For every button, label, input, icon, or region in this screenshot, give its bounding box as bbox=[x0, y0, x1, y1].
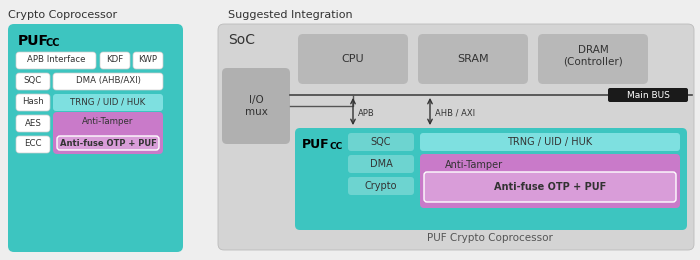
Text: DMA (AHB/AXI): DMA (AHB/AXI) bbox=[76, 76, 141, 86]
FancyBboxPatch shape bbox=[53, 112, 163, 154]
FancyBboxPatch shape bbox=[222, 68, 290, 144]
Text: PUF: PUF bbox=[18, 34, 49, 48]
Text: PUF Crypto Coprocessor: PUF Crypto Coprocessor bbox=[427, 233, 553, 243]
Text: CC: CC bbox=[330, 142, 343, 151]
Text: Crypto: Crypto bbox=[365, 181, 398, 191]
Text: SoC: SoC bbox=[228, 33, 255, 47]
FancyBboxPatch shape bbox=[16, 52, 96, 69]
Text: Anti-Tamper: Anti-Tamper bbox=[83, 116, 134, 126]
Text: TRNG / UID / HUK: TRNG / UID / HUK bbox=[71, 98, 146, 107]
FancyBboxPatch shape bbox=[53, 94, 163, 111]
FancyBboxPatch shape bbox=[57, 136, 159, 150]
FancyBboxPatch shape bbox=[348, 155, 414, 173]
FancyBboxPatch shape bbox=[348, 177, 414, 195]
Text: Anti-Tamper: Anti-Tamper bbox=[445, 160, 503, 170]
Text: AHB / AXI: AHB / AXI bbox=[435, 108, 475, 118]
Text: CPU: CPU bbox=[342, 54, 364, 64]
FancyBboxPatch shape bbox=[100, 52, 130, 69]
FancyBboxPatch shape bbox=[295, 128, 687, 230]
FancyBboxPatch shape bbox=[420, 133, 680, 151]
FancyBboxPatch shape bbox=[53, 73, 163, 90]
Text: APB: APB bbox=[358, 108, 374, 118]
Text: Hash: Hash bbox=[22, 98, 44, 107]
Text: AES: AES bbox=[25, 119, 41, 127]
Text: DRAM
(Controller): DRAM (Controller) bbox=[563, 45, 623, 67]
FancyBboxPatch shape bbox=[608, 88, 688, 102]
FancyBboxPatch shape bbox=[348, 133, 414, 151]
Text: DMA: DMA bbox=[370, 159, 393, 169]
Text: Crypto Coprocessor: Crypto Coprocessor bbox=[8, 10, 117, 20]
FancyBboxPatch shape bbox=[16, 115, 50, 132]
Text: SRAM: SRAM bbox=[457, 54, 489, 64]
FancyBboxPatch shape bbox=[16, 73, 50, 90]
FancyBboxPatch shape bbox=[133, 52, 163, 69]
FancyBboxPatch shape bbox=[8, 24, 183, 252]
Text: I/O
mux: I/O mux bbox=[244, 95, 267, 117]
FancyBboxPatch shape bbox=[420, 154, 680, 208]
FancyBboxPatch shape bbox=[218, 24, 694, 250]
Text: CC: CC bbox=[46, 38, 60, 48]
FancyBboxPatch shape bbox=[538, 34, 648, 84]
Text: TRNG / UID / HUK: TRNG / UID / HUK bbox=[508, 137, 593, 147]
Text: Anti-fuse OTP + PUF: Anti-fuse OTP + PUF bbox=[60, 139, 156, 147]
FancyBboxPatch shape bbox=[424, 172, 676, 202]
Text: Anti-fuse OTP + PUF: Anti-fuse OTP + PUF bbox=[494, 182, 606, 192]
FancyBboxPatch shape bbox=[16, 94, 50, 111]
FancyBboxPatch shape bbox=[418, 34, 528, 84]
Text: SQC: SQC bbox=[371, 137, 391, 147]
Text: Main BUS: Main BUS bbox=[626, 90, 669, 100]
FancyBboxPatch shape bbox=[16, 136, 50, 153]
Text: KWP: KWP bbox=[139, 55, 158, 64]
Text: KDF: KDF bbox=[106, 55, 124, 64]
Text: PUF: PUF bbox=[302, 138, 330, 151]
Text: SQC: SQC bbox=[24, 76, 42, 86]
Text: APB Interface: APB Interface bbox=[27, 55, 85, 64]
Text: Suggested Integration: Suggested Integration bbox=[228, 10, 353, 20]
FancyBboxPatch shape bbox=[298, 34, 408, 84]
Text: ECC: ECC bbox=[25, 140, 42, 148]
